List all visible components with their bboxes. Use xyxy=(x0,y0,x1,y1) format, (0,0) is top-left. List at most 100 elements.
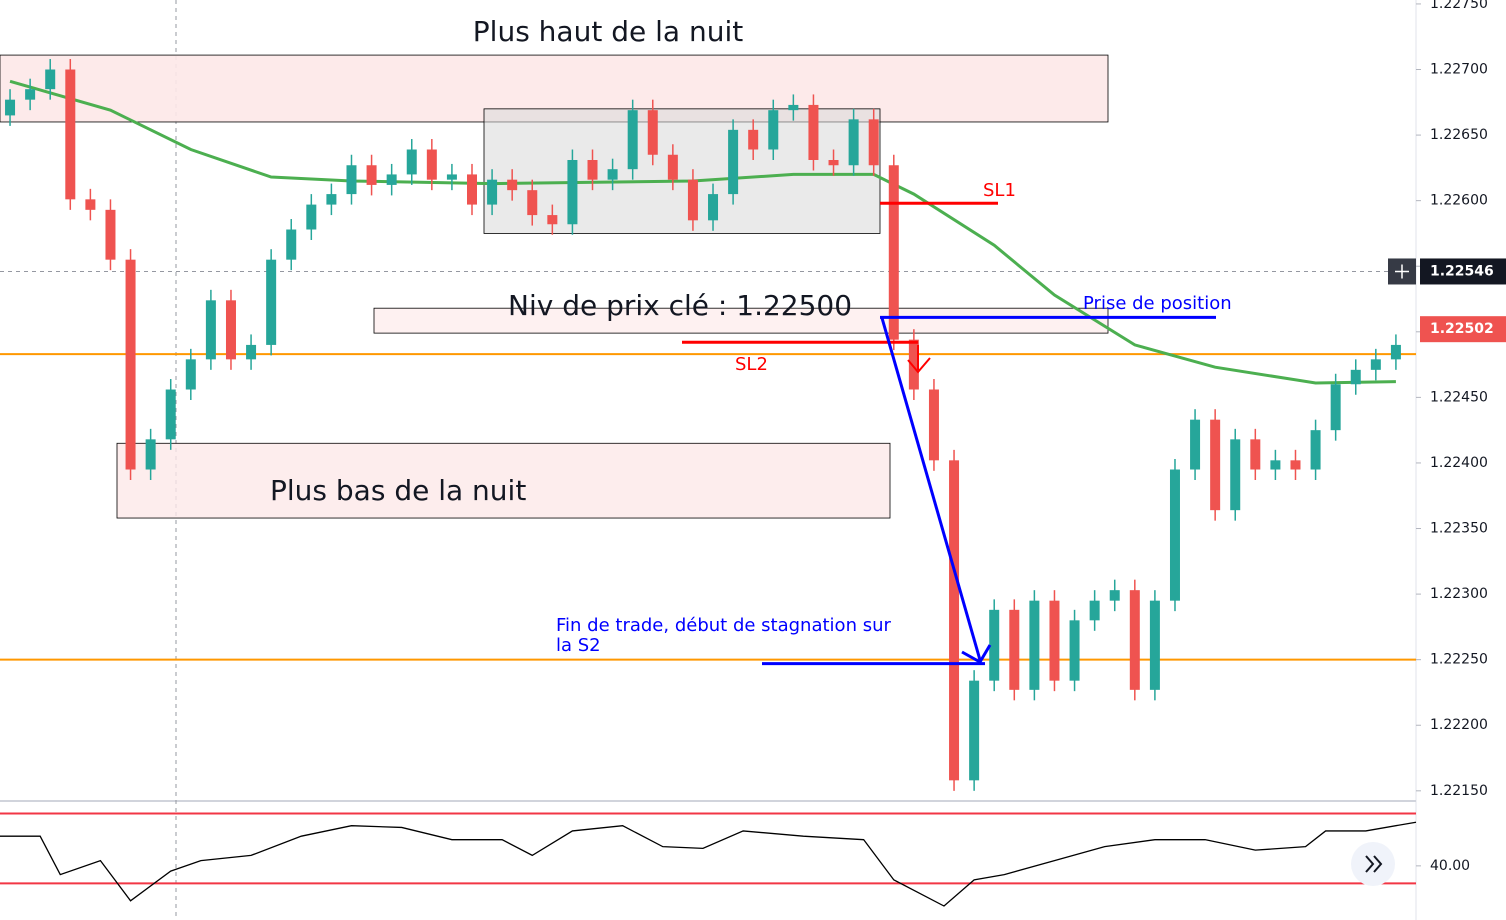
candle-body xyxy=(587,160,598,180)
candle-body xyxy=(286,229,297,260)
y-tick-label: 1.22700 xyxy=(1430,62,1488,78)
zone xyxy=(373,307,1109,334)
y-tick-label: 1.22600 xyxy=(1430,193,1488,209)
candle-body xyxy=(326,194,337,205)
candle-body xyxy=(647,110,658,155)
candle-body xyxy=(125,259,136,470)
candle-body xyxy=(467,174,477,205)
candle-body xyxy=(1390,344,1401,360)
candle-body xyxy=(567,160,578,225)
candle-body xyxy=(928,389,939,461)
crosshair-icon xyxy=(1395,264,1409,279)
candle-body xyxy=(105,209,116,260)
y-tick-label: 1.22250 xyxy=(1430,652,1488,668)
candle-body xyxy=(547,215,558,225)
scroll-icon xyxy=(1365,855,1383,873)
candle-body xyxy=(748,129,759,150)
candle-body xyxy=(346,165,357,195)
candle-body xyxy=(1149,600,1160,690)
candle-body xyxy=(366,165,377,185)
y-tick-label: 1.22450 xyxy=(1430,389,1488,405)
candle-body xyxy=(85,199,96,210)
y-tick-label: 1.22750 xyxy=(1430,0,1488,12)
candle-body xyxy=(487,179,498,205)
annotation: SL2 xyxy=(735,354,768,375)
y-tick-label: 1.22400 xyxy=(1430,455,1488,471)
candle-body xyxy=(185,359,196,390)
candle-body xyxy=(969,680,980,781)
candle-body xyxy=(1129,590,1140,690)
y-tick-label: 1.22200 xyxy=(1430,717,1488,733)
candle-body xyxy=(1069,620,1080,681)
candle-body xyxy=(848,119,859,166)
candle-body xyxy=(507,179,518,191)
candle-body xyxy=(808,104,819,160)
candle-body xyxy=(165,389,176,440)
y-tick-label: 1.22350 xyxy=(1430,521,1488,537)
candle-body xyxy=(768,110,779,150)
candle-body xyxy=(45,69,56,90)
candle-body xyxy=(1190,419,1201,470)
candle-body xyxy=(145,439,156,470)
candle-body xyxy=(1009,609,1020,690)
candle-body xyxy=(888,165,899,340)
trade-arrow xyxy=(880,317,982,661)
candle-body xyxy=(1370,359,1381,370)
candle-body xyxy=(266,259,277,345)
candle-body xyxy=(246,344,257,360)
sl-arrow xyxy=(907,345,931,374)
candle-body xyxy=(205,300,216,360)
trade-arrow-head xyxy=(961,644,992,665)
y-tick-label: 1.22650 xyxy=(1430,127,1488,143)
candle-body xyxy=(1210,419,1221,511)
annotation: Fin de trade, début de stagnation sur xyxy=(556,615,891,636)
annotation: Plus bas de la nuit xyxy=(270,474,526,507)
candle-body xyxy=(386,174,397,185)
candle-body xyxy=(687,179,698,221)
candle-body xyxy=(728,129,739,195)
candle-body xyxy=(1169,469,1180,601)
candle-body xyxy=(1029,600,1040,690)
price-label: 1.22546 xyxy=(1430,263,1494,279)
candle-body xyxy=(667,154,678,180)
price-label-box xyxy=(1420,316,1506,343)
candle-body xyxy=(788,104,799,111)
candle-body xyxy=(1109,590,1120,601)
candle-body xyxy=(1089,600,1100,621)
candle-body xyxy=(306,204,317,230)
price-label: 1.22502 xyxy=(1430,321,1494,337)
annotation: Prise de position xyxy=(1083,293,1232,314)
candle-body xyxy=(949,460,960,781)
candle-body xyxy=(1350,369,1361,385)
candle-body xyxy=(527,190,538,216)
annotation: Niv de prix clé : 1.22500 xyxy=(508,289,852,322)
candle-body xyxy=(607,169,618,180)
candle-body xyxy=(868,119,879,166)
candle-body xyxy=(25,89,36,100)
annotation: SL1 xyxy=(983,180,1016,201)
candle-body xyxy=(446,174,457,180)
candle-body xyxy=(908,339,919,390)
candle-body xyxy=(828,160,839,166)
candle-body xyxy=(1330,384,1341,431)
price-label-box xyxy=(1420,258,1506,285)
annotation: la S2 xyxy=(556,635,601,656)
candle-body xyxy=(627,110,638,170)
annotation: Plus haut de la nuit xyxy=(473,15,743,48)
zone xyxy=(116,442,891,519)
rsi-tick-label: 40.00 xyxy=(1430,858,1470,874)
y-tick-label: 1.22300 xyxy=(1430,586,1488,602)
candle-body xyxy=(5,99,16,116)
candle-body xyxy=(426,149,437,180)
candle-body xyxy=(1049,600,1060,681)
candle-body xyxy=(1230,439,1241,511)
candle-body xyxy=(225,300,236,360)
candle-body xyxy=(65,69,76,200)
candle-body xyxy=(1250,439,1261,470)
candle-body xyxy=(708,194,719,221)
y-tick-label: 1.22150 xyxy=(1430,783,1488,799)
rsi-line xyxy=(0,821,1417,907)
candle-body xyxy=(1270,460,1281,470)
zone xyxy=(483,108,881,234)
